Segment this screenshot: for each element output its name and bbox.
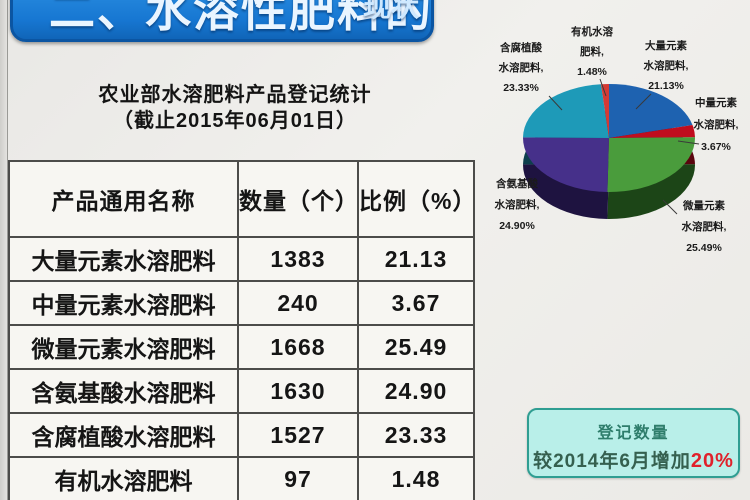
cell-count: 1527	[237, 412, 359, 458]
title-bar: 二、水溶性肥料的登记 现状	[10, 0, 434, 42]
pie-label-humic-acid: 含腐植酸 水溶肥料, 23.33%	[482, 38, 560, 98]
pie-label-percent: 25.49%	[686, 242, 722, 254]
subtitle: 农业部水溶肥料产品登记统计 （截止2015年06月01日）	[40, 82, 430, 135]
note-line2-prefix: 较2014年6月增加	[533, 451, 691, 472]
registration-growth-note: 登记数量 较2014年6月增加20%	[527, 408, 740, 478]
pie-slice	[607, 137, 696, 193]
pie-slice	[522, 137, 609, 192]
leader-line	[677, 140, 700, 145]
pie-label-micro-element: 微量元素 水溶肥料, 25.49%	[664, 196, 744, 259]
cell-ratio: 25.49	[357, 324, 475, 370]
note-line2: 较2014年6月增加20%	[529, 446, 738, 473]
pie-label-percent: 21.13%	[648, 80, 684, 92]
cell-name: 大量元素水溶肥料	[8, 236, 239, 282]
pie-label-medium-element: 中量元素 水溶肥料, 3.67%	[682, 92, 750, 158]
cell-ratio: 24.90	[357, 368, 475, 414]
cell-name: 含氨基酸水溶肥料	[8, 368, 239, 414]
cell-count: 1383	[237, 236, 359, 282]
note-highlight-percent: 20%	[690, 450, 734, 472]
note-line1: 登记数量	[597, 425, 670, 442]
leader-line	[635, 93, 652, 110]
leader-lines	[548, 78, 700, 215]
pie-label-amino-acid: 含氨基酸 水溶肥料, 24.90%	[478, 174, 556, 237]
leader-line	[662, 199, 678, 215]
cell-count: 1630	[237, 368, 359, 414]
fertilizer-stats-table: 产品通用名称 数量（个） 比例（%） 大量元素水溶肥料 1383 21.13 中量元素…	[8, 160, 475, 500]
table-row: 微量元素水溶肥料 1668 25.49	[8, 324, 475, 370]
cell-name: 有机水溶肥料	[8, 456, 239, 500]
cell-name: 含腐植酸水溶肥料	[8, 412, 239, 458]
cell-ratio: 3.67	[357, 280, 475, 326]
pie-slice	[609, 83, 693, 138]
col-header-product-name: 产品通用名称	[8, 160, 239, 238]
leader-line	[548, 95, 563, 111]
table-header-row: 产品通用名称 数量（个） 比例（%）	[8, 160, 475, 238]
subtitle-line2: （截止2015年06月01日）	[113, 110, 357, 132]
cell-count: 240	[237, 280, 359, 326]
pie-label-organic: 有机水溶 肥料, 1.48%	[554, 22, 630, 82]
cell-ratio: 1.48	[357, 456, 475, 500]
cell-count: 97	[237, 456, 359, 500]
table-row: 含腐植酸水溶肥料 1527 23.33	[8, 412, 475, 458]
cell-ratio: 21.13	[357, 236, 475, 282]
cell-name: 中量元素水溶肥料	[8, 280, 239, 326]
page-title-suffix: 现状	[362, 0, 419, 22]
table-row: 有机水溶肥料 97 1.48	[8, 456, 475, 500]
pie-slice	[523, 84, 609, 138]
table-row: 中量元素水溶肥料 240 3.67	[8, 280, 475, 326]
table-row: 大量元素水溶肥料 1383 21.13	[8, 236, 475, 282]
pie-label-macro-element: 大量元素 水溶肥料, 21.13%	[626, 36, 706, 96]
page-title: 二、水溶性肥料的登记	[49, 0, 433, 36]
cell-ratio: 23.33	[357, 412, 475, 458]
col-header-ratio: 比例（%）	[357, 160, 475, 238]
pie-slice	[609, 125, 695, 138]
pie-label-percent: 23.33%	[503, 82, 539, 94]
pie-label-percent: 3.67%	[701, 141, 731, 153]
pie-chart	[522, 78, 700, 220]
cell-name: 微量元素水溶肥料	[8, 324, 239, 370]
col-header-count: 数量（个）	[237, 160, 359, 238]
leader-line	[599, 78, 607, 97]
cell-count: 1668	[237, 324, 359, 370]
subtitle-line1: 农业部水溶肥料产品登记统计	[98, 84, 372, 106]
table-row: 含氨基酸水溶肥料 1630 24.90	[8, 368, 475, 414]
pie-slice	[601, 83, 609, 138]
page-edge	[0, 0, 8, 500]
pie-label-percent: 24.90%	[499, 220, 535, 232]
pie-label-percent: 1.48%	[577, 66, 607, 78]
